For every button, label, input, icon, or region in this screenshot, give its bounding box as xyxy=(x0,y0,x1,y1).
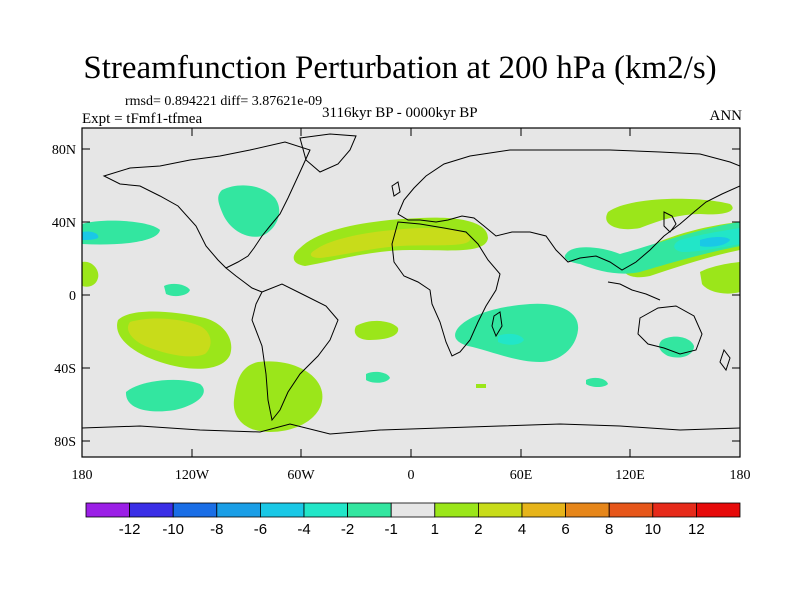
contour-negative-indian-small xyxy=(586,377,608,387)
lat-label-80n: 80N xyxy=(52,143,76,158)
colorbar-box xyxy=(303,502,348,518)
contour-negative-north-america xyxy=(218,185,280,237)
contour-negative-asia-pacific-inner xyxy=(700,237,730,247)
contour-positive-atlantic-africa-core xyxy=(310,228,471,258)
colorbar-label: 12 xyxy=(688,521,705,538)
map-title: Streamfunction Perturbation at 200 hPa (… xyxy=(83,50,717,86)
contour-negative-south-pacific xyxy=(125,379,204,412)
coast-greenland xyxy=(299,133,357,173)
lon-label-120w: 120W xyxy=(175,468,210,483)
lat-label-40n: 40N xyxy=(52,216,76,231)
colorbar-box xyxy=(521,502,566,518)
colorbar-label: 6 xyxy=(561,521,569,538)
colorbar-box xyxy=(216,502,261,518)
colorbar-label: 10 xyxy=(644,521,661,538)
contour-positive-south-atlantic xyxy=(354,320,399,340)
lon-axis xyxy=(191,128,631,457)
colorbar-box xyxy=(85,502,130,518)
contour-positive-south-america xyxy=(233,361,323,432)
colorbar-box xyxy=(652,502,697,518)
colorbar-label: -6 xyxy=(254,521,267,538)
contour-fields xyxy=(82,185,740,432)
lon-label-120e: 120E xyxy=(615,468,645,483)
colorbar-label: -10 xyxy=(162,521,184,538)
coast-new-zealand xyxy=(719,348,731,372)
lat-axis xyxy=(82,148,740,442)
colorbar-box xyxy=(565,502,610,518)
contour-negative-indian-ocean-core xyxy=(498,333,524,345)
lon-label-60w: 60W xyxy=(287,468,315,483)
coast-japan xyxy=(663,211,677,233)
colorbar-box xyxy=(696,502,741,518)
contour-positive-small-africa xyxy=(476,384,486,388)
contour-positive-far-east xyxy=(700,262,740,294)
colorbar-box xyxy=(608,502,654,518)
lat-label-0: 0 xyxy=(69,289,76,304)
contour-negative-atlantic-south xyxy=(366,371,390,383)
experiment-label: Expt = tFmf1-tfmea xyxy=(82,111,203,127)
colorbar-label: 1 xyxy=(431,521,439,538)
lon-label-180w: 180 xyxy=(72,468,93,483)
contour-negative-indian-ocean xyxy=(455,303,579,362)
colorbar-label: -1 xyxy=(385,521,398,538)
contour-positive-east-pacific xyxy=(82,261,99,287)
lon-label-0: 0 xyxy=(408,468,415,483)
coastlines xyxy=(82,133,740,435)
colorbar-label: 2 xyxy=(474,521,482,538)
colorbar-label: -2 xyxy=(341,521,354,538)
colorbar-label: 4 xyxy=(518,521,526,538)
colorbar-label: -12 xyxy=(119,521,141,538)
colorbar-box xyxy=(129,502,174,518)
coast-australia xyxy=(637,305,703,355)
season-label: ANN xyxy=(709,108,743,124)
coast-central-america xyxy=(225,267,263,293)
lat-label-80s: 80S xyxy=(54,435,76,450)
colorbar-box xyxy=(259,502,305,518)
coast-antarctica xyxy=(82,423,740,435)
coast-madagascar xyxy=(491,311,503,338)
coast-indonesia xyxy=(607,281,661,301)
coast-europe-asia xyxy=(397,149,740,271)
contour-negative-north-pacific-core xyxy=(82,231,99,240)
lat-label-40s: 40S xyxy=(54,362,76,377)
colorbar-label: 8 xyxy=(605,521,613,538)
contour-negative-north-pacific xyxy=(82,220,160,245)
coast-north-america xyxy=(102,141,311,269)
coast-british-isles xyxy=(391,181,401,197)
colorbar-box xyxy=(390,502,436,518)
colorbar-box xyxy=(434,502,479,518)
colorbar-box xyxy=(172,502,218,518)
period-label: 3116kyr BP - 0000kyr BP xyxy=(322,105,478,121)
contour-positive-southeast-pacific-core xyxy=(127,318,211,357)
colorbar-box xyxy=(347,502,392,518)
coast-africa xyxy=(391,221,501,357)
coast-south-america xyxy=(251,283,339,422)
colorbar-box xyxy=(477,502,523,518)
lon-label-180e: 180 xyxy=(730,468,751,483)
lon-label-60e: 60E xyxy=(510,468,533,483)
rmsd-diff-stats: rmsd= 0.894221 diff= 3.87621e-09 xyxy=(125,94,323,109)
colorbar-label: -4 xyxy=(297,521,310,538)
colorbar-label: -8 xyxy=(210,521,223,538)
contour-negative-pacific-small xyxy=(164,283,190,297)
